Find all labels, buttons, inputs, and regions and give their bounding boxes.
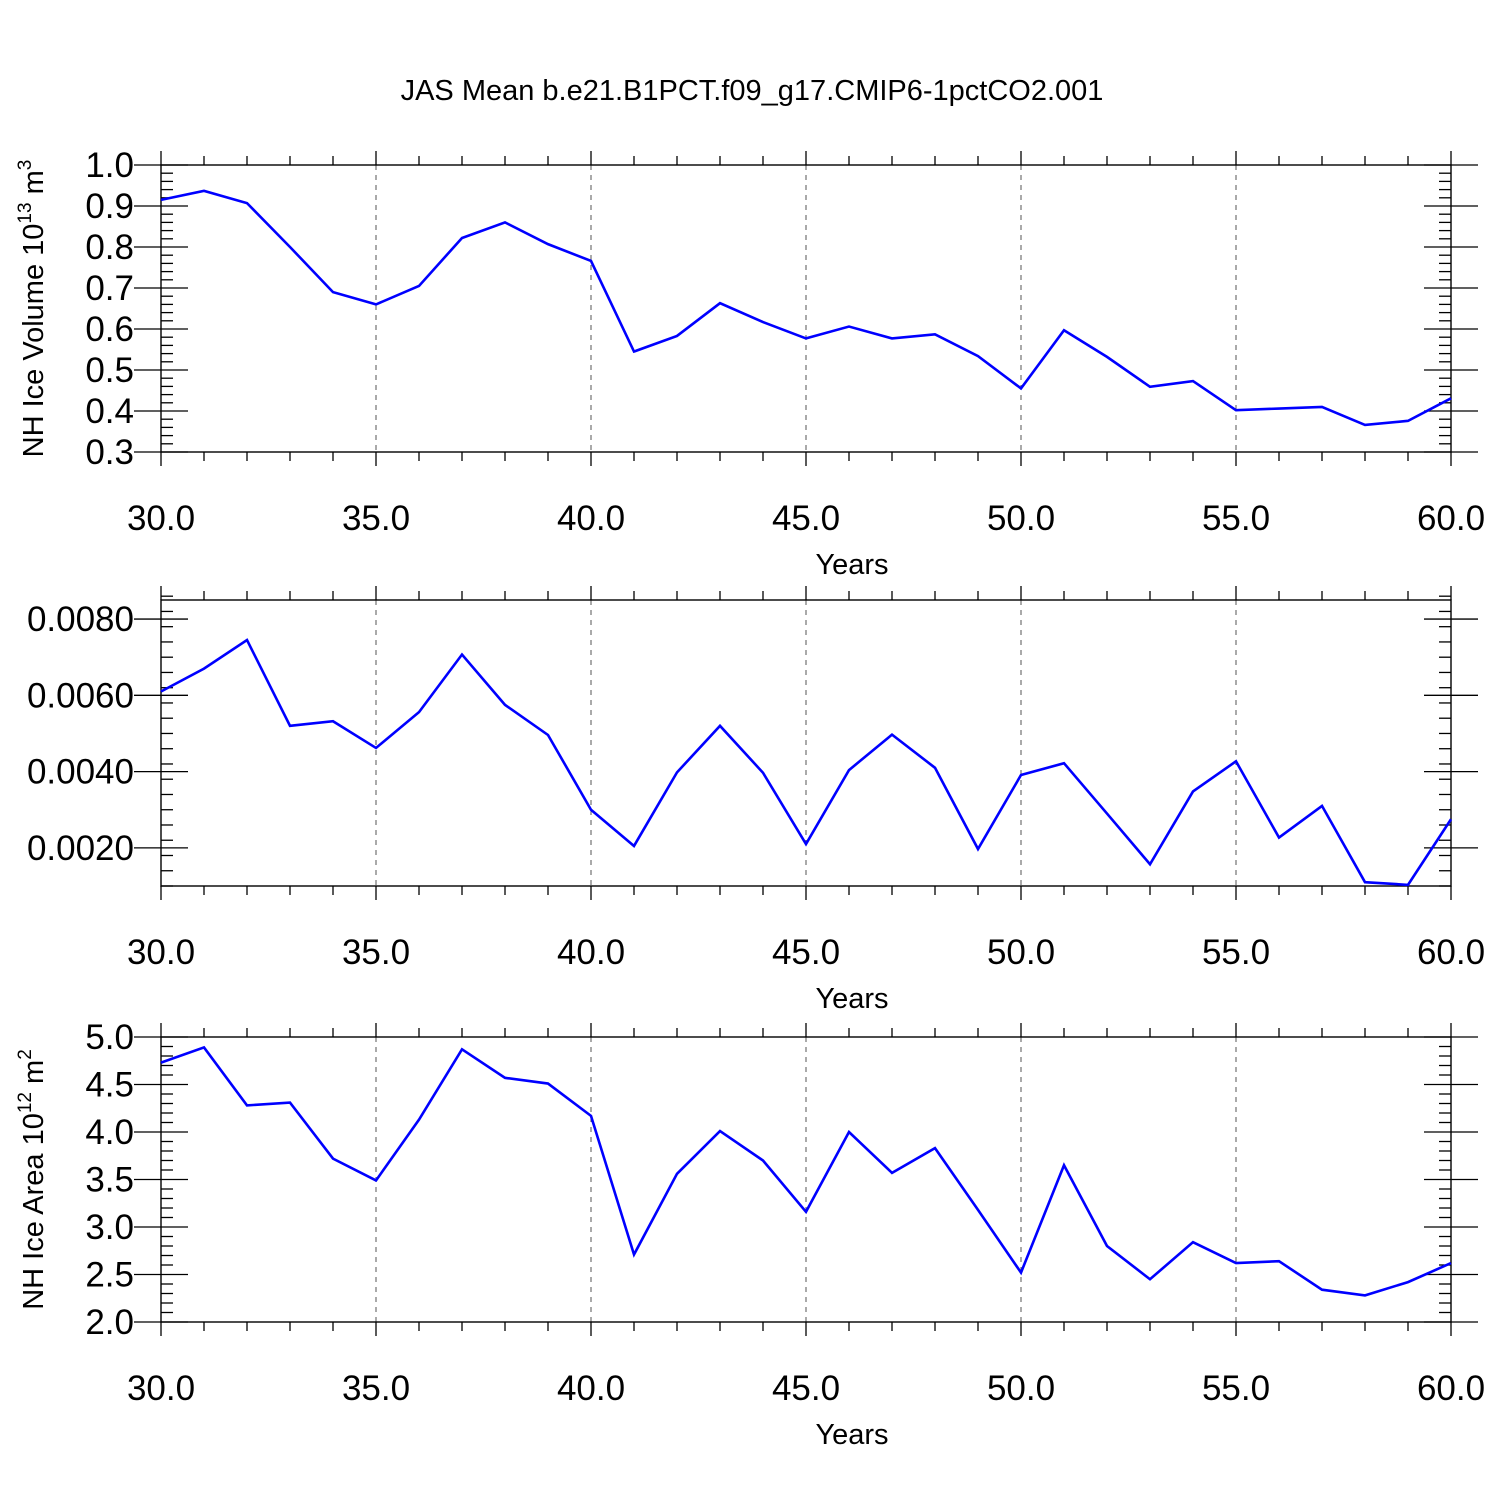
y-tick-label: 2.0 [85, 1303, 134, 1342]
figure-title: JAS Mean b.e21.B1PCT.f09_g17.CMIP6-1pctC… [401, 75, 1104, 107]
x-tick-label: 30.0 [127, 1369, 195, 1408]
x-tick-label: 50.0 [987, 1369, 1055, 1408]
y-tick-label: 0.0060 [27, 676, 134, 715]
x-tick-label: 40.0 [557, 1369, 625, 1408]
y-tick-label: 0.0020 [27, 829, 134, 868]
series-line [160, 189, 1452, 427]
x-tick-label: 35.0 [342, 499, 410, 538]
x-tick-label: 55.0 [1202, 1369, 1270, 1408]
y-tick-label: 0.9 [85, 187, 134, 226]
y-tick-label: 0.0040 [27, 753, 134, 792]
x-tick-label: 30.0 [127, 499, 195, 538]
x-tick-label: 50.0 [987, 933, 1055, 972]
y-axis-label: NH Ice Volume 1013 m3 [15, 160, 50, 458]
y-tick-label: 2.5 [85, 1256, 134, 1295]
x-tick-label: 55.0 [1202, 933, 1270, 972]
x-tick-label: 40.0 [557, 933, 625, 972]
x-tick-label: 60.0 [1417, 499, 1485, 538]
x-tick-label: 35.0 [342, 933, 410, 972]
x-axis-label: Years [815, 1419, 888, 1451]
middle-panel: 30.0 35.0 40.0 45.0 50.0 55.0 60.0 Years 0.0020 0… [27, 586, 1485, 1015]
x-tick-label: 45.0 [772, 1369, 840, 1408]
x-tick-label: 45.0 [772, 499, 840, 538]
x-tick-label: 35.0 [342, 1369, 410, 1408]
ice-area-panel: 30.0 35.0 40.0 45.0 50.0 55.0 60.0 Years 2.0 2.5 3… [15, 1018, 1485, 1451]
series-line [160, 1045, 1452, 1297]
x-axis-label: Years [815, 549, 888, 581]
y-axis-label: NH Ice Area 1012 m2 [15, 1049, 50, 1310]
y-tick-label: 0.3 [85, 433, 134, 472]
y-tick-label: 0.5 [85, 351, 134, 390]
x-axis-label: Years [815, 983, 888, 1015]
y-tick-label: 0.6 [85, 310, 134, 349]
y-tick-label: 0.7 [85, 269, 134, 308]
y-tick-label: 1.0 [85, 146, 134, 185]
y-tick-label: 0.4 [85, 392, 134, 431]
y-tick-label: 0.0080 [27, 600, 134, 639]
y-tick-label: 4.5 [85, 1066, 134, 1105]
x-tick-label: 40.0 [557, 499, 625, 538]
x-tick-label: 60.0 [1417, 1369, 1485, 1408]
x-tick-label: 60.0 [1417, 933, 1485, 972]
y-tick-label: 3.5 [85, 1161, 134, 1200]
y-tick-label: 3.0 [85, 1208, 134, 1247]
x-tick-label: 45.0 [772, 933, 840, 972]
y-tick-label: 4.0 [85, 1113, 134, 1152]
x-tick-label: 30.0 [127, 933, 195, 972]
x-tick-label: 50.0 [987, 499, 1055, 538]
y-tick-label: 0.8 [85, 228, 134, 267]
series-line [160, 638, 1453, 887]
ice-volume-panel: 30.0 35.0 40.0 45.0 50.0 55.0 60.0Years0.30.40… [15, 146, 1485, 581]
y-tick-label: 5.0 [85, 1018, 134, 1057]
x-tick-label: 55.0 [1202, 499, 1270, 538]
